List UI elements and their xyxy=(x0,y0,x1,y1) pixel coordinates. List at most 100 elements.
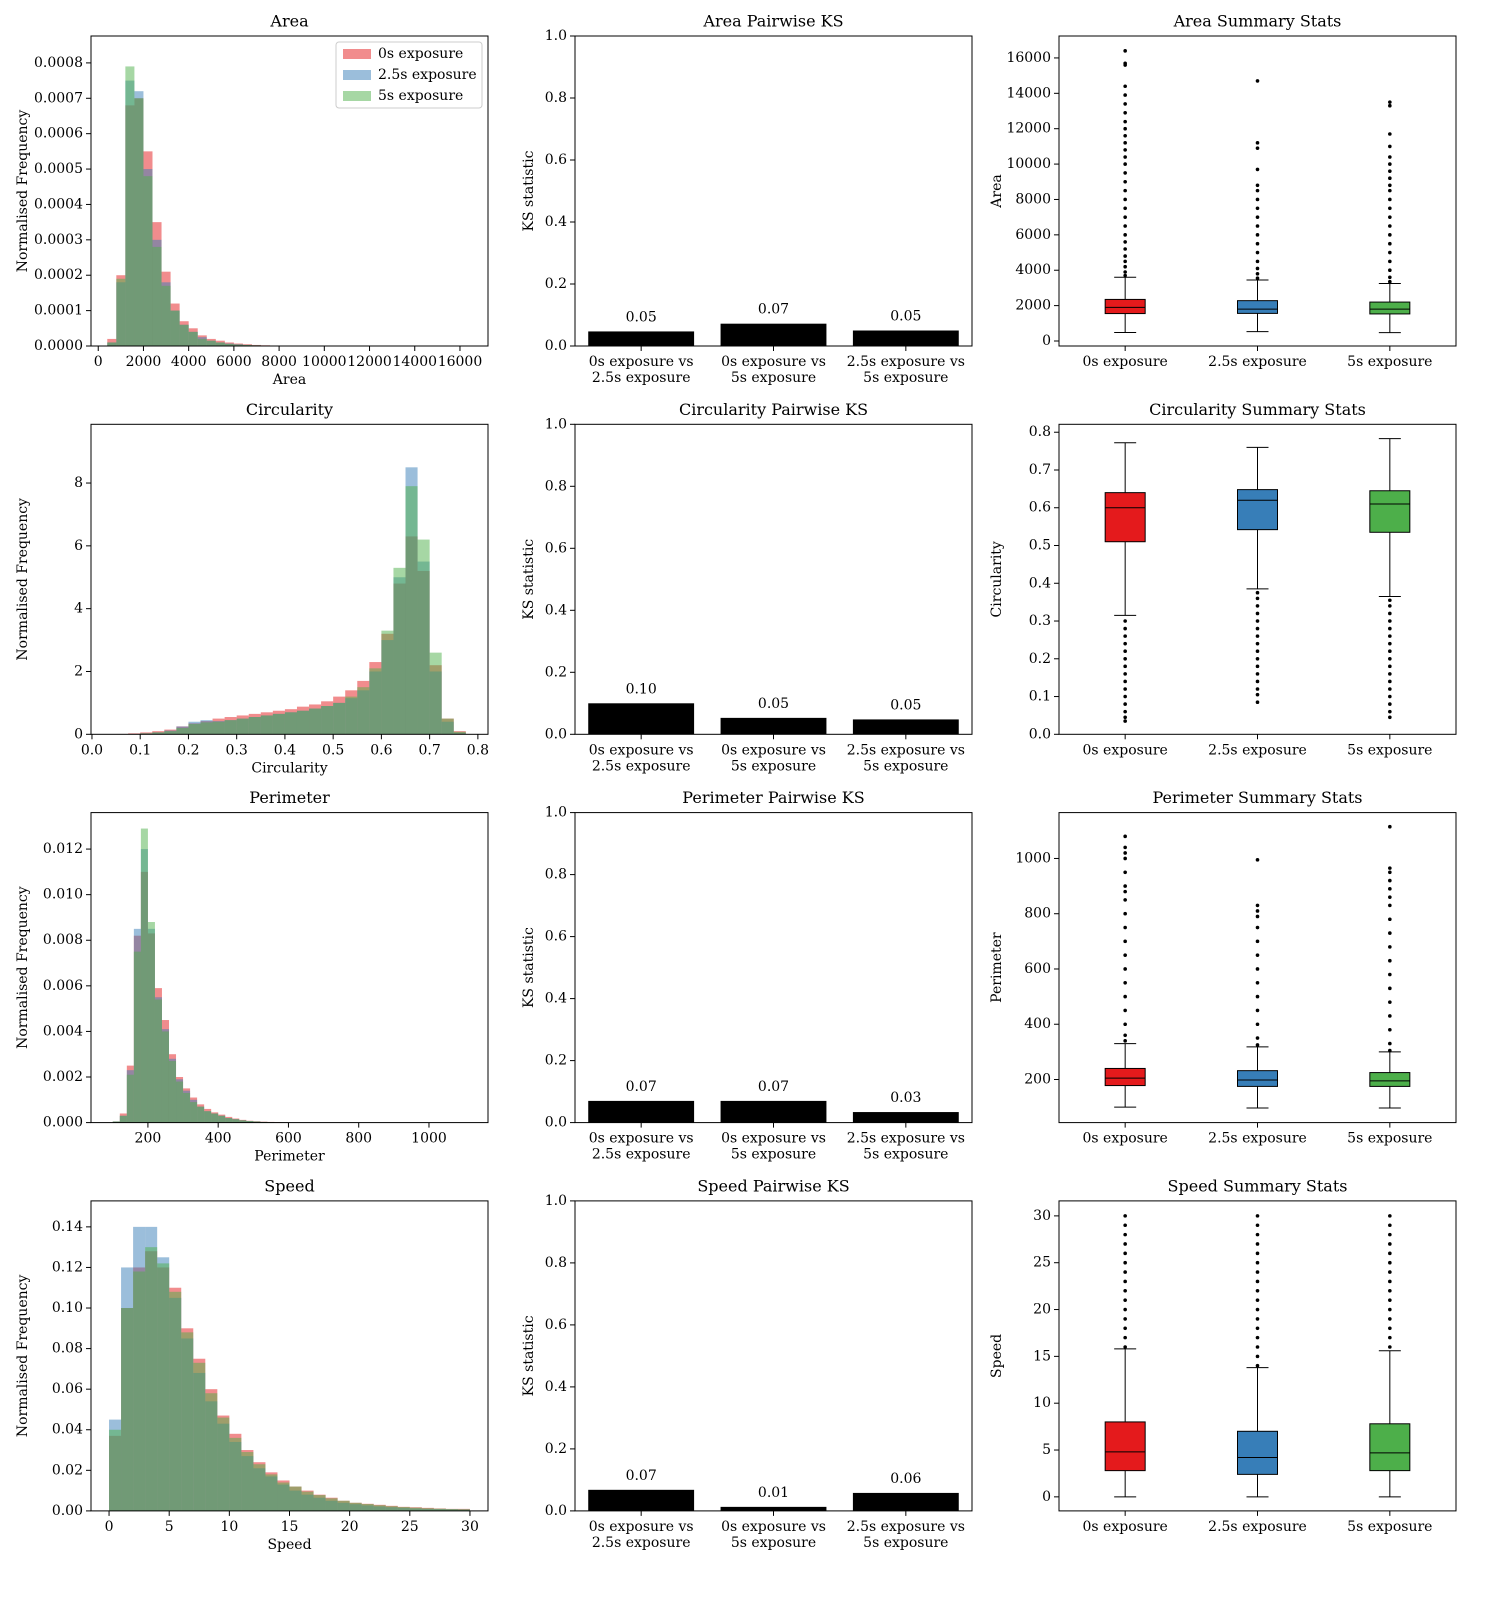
hist-bar xyxy=(277,1482,290,1511)
y-tick-label: 0.04 xyxy=(52,1422,83,1438)
axes-frame xyxy=(574,1200,973,1512)
y-tick-label: 2000 xyxy=(1015,298,1051,314)
outlier xyxy=(1123,649,1127,654)
box xyxy=(1369,490,1411,533)
bar-value-label: 0.05 xyxy=(890,697,921,713)
hist-bar xyxy=(417,539,430,735)
y-axis-label: Normalised Frequency xyxy=(15,498,31,661)
hist-bar xyxy=(193,1362,206,1511)
hist-bar xyxy=(125,66,135,347)
outlier xyxy=(1123,162,1127,166)
outlier xyxy=(1388,103,1392,108)
bar xyxy=(588,1489,695,1511)
outlier xyxy=(1255,1354,1260,1359)
hist-bar xyxy=(242,344,252,346)
outlier xyxy=(1255,276,1260,280)
outlier xyxy=(1388,188,1392,193)
y-tick-label: 2 xyxy=(74,663,83,679)
outlier xyxy=(1388,183,1392,188)
hist-bar xyxy=(205,1393,218,1511)
y-tick-label: 0.2 xyxy=(545,664,567,680)
y-tick-label: 0 xyxy=(1042,1489,1051,1505)
outlier xyxy=(1255,1317,1260,1321)
bar xyxy=(588,331,695,346)
box xyxy=(1237,1430,1278,1475)
outlier xyxy=(1255,1279,1260,1284)
axes-frame xyxy=(90,35,489,347)
bar xyxy=(852,330,959,346)
outlier xyxy=(1123,1260,1127,1265)
y-tick-label: 0.2 xyxy=(545,276,567,292)
y-tick-label: 400 xyxy=(1024,1016,1051,1032)
hist-bar xyxy=(147,922,155,1123)
outlier xyxy=(1123,953,1127,957)
y-tick-label: 14000 xyxy=(1006,85,1051,101)
outlier xyxy=(1388,1270,1392,1274)
x-tick-label: 2.5s exposure xyxy=(1208,742,1307,758)
outlier xyxy=(1255,649,1260,654)
hist-bar xyxy=(260,715,273,735)
outlier xyxy=(1388,1335,1392,1340)
outlier xyxy=(1255,1289,1260,1293)
x-tick-label: 0s exposure vs 5s exposure xyxy=(721,1131,826,1163)
y-tick-label: 0.08 xyxy=(52,1341,83,1357)
y-tick-label: 0.4 xyxy=(545,1379,567,1395)
y-tick-label: 1.0 xyxy=(545,1193,567,1209)
outlier xyxy=(1388,1214,1392,1218)
outlier xyxy=(1255,604,1260,608)
hist-bar xyxy=(284,712,297,735)
subplot-title: Area Pairwise KS xyxy=(702,12,843,31)
x-tick-label: 0s exposure xyxy=(1083,1131,1168,1147)
outlier xyxy=(1255,656,1260,661)
y-tick-label: 0.4 xyxy=(1029,575,1051,591)
outlier xyxy=(1388,1279,1392,1284)
x-tick-label: 2000 xyxy=(126,354,162,370)
hist-bar xyxy=(161,285,171,346)
box xyxy=(1369,1423,1411,1472)
y-tick-label: 0.0004 xyxy=(34,196,83,212)
outlier xyxy=(1388,215,1392,219)
hist-bar xyxy=(441,718,454,735)
outlier xyxy=(1255,141,1260,145)
outlier xyxy=(1388,100,1392,104)
outlier xyxy=(1388,144,1392,149)
x-tick-label: 0s exposure vs 5s exposure xyxy=(721,742,826,774)
x-tick-label: 5s exposure xyxy=(1347,354,1432,370)
outlier xyxy=(1388,169,1392,173)
y-tick-label: 0.0 xyxy=(545,1115,567,1131)
y-tick-label: 1.0 xyxy=(545,805,567,821)
outlier xyxy=(1388,1027,1392,1032)
x-tick-label: 0s exposure xyxy=(1083,742,1168,758)
hist-bar xyxy=(232,1119,240,1123)
outlier xyxy=(1123,206,1127,211)
outlier xyxy=(1123,1279,1127,1284)
hist-bar xyxy=(161,1031,169,1123)
hist-bar xyxy=(224,343,234,346)
y-tick-label: 0.3 xyxy=(1029,613,1051,629)
y-tick-label: 600 xyxy=(1024,961,1051,977)
outlier xyxy=(1388,945,1392,949)
hist-bar xyxy=(429,652,442,735)
legend-label: 2.5s exposure xyxy=(378,67,477,83)
outlier xyxy=(1123,1307,1127,1312)
outlier xyxy=(1388,162,1392,166)
y-tick-label: 0.010 xyxy=(43,887,83,903)
outlier xyxy=(1255,1326,1260,1331)
axes-frame xyxy=(90,423,489,735)
y-tick-label: 1.0 xyxy=(545,416,567,432)
outlier xyxy=(1388,679,1392,684)
outlier xyxy=(1255,953,1260,957)
outlier xyxy=(1255,1232,1260,1237)
y-axis-label: Circularity xyxy=(989,541,1005,617)
x-tick-label: 0 xyxy=(94,354,103,370)
y-tick-label: 0.12 xyxy=(52,1259,83,1275)
x-tick-label: 2.5s exposure vs 5s exposure xyxy=(847,354,965,386)
bar xyxy=(852,719,959,735)
y-tick-label: 25 xyxy=(1033,1255,1051,1271)
outlier xyxy=(1123,254,1127,258)
x-tick-label: 0.4 xyxy=(274,742,296,758)
outlier xyxy=(1123,264,1127,269)
axes-frame xyxy=(1058,1200,1457,1512)
hist-bar xyxy=(211,1113,219,1123)
